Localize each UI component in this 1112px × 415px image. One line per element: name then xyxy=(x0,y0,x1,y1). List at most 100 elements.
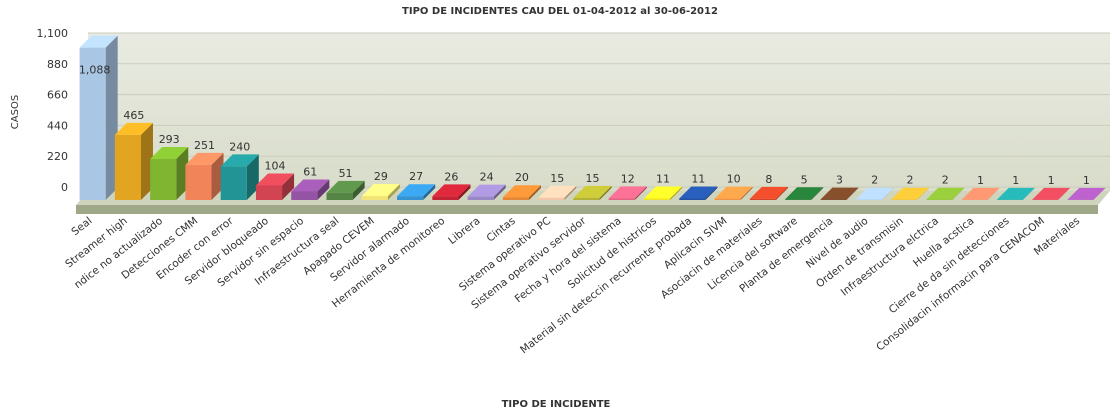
bar xyxy=(326,192,353,200)
value-label: 3 xyxy=(836,174,843,187)
value-label: 12 xyxy=(621,172,635,185)
bar-top xyxy=(538,185,577,198)
chart-title: TIPO DE INCIDENTES CAU DEL 01-04-2012 al… xyxy=(402,6,718,17)
bar-side xyxy=(352,180,365,200)
value-label: 26 xyxy=(444,170,458,183)
value-label: 11 xyxy=(656,172,670,185)
value-label: 2 xyxy=(871,174,878,187)
bar xyxy=(608,198,635,200)
x-tick-label: Seal xyxy=(69,215,94,238)
bar-side xyxy=(458,184,471,200)
bar xyxy=(185,164,212,200)
bar-side xyxy=(387,183,400,200)
floor-edge xyxy=(76,205,1098,214)
bar xyxy=(538,197,565,200)
y-axis-title: CASOS xyxy=(10,95,21,129)
bar-top xyxy=(926,187,965,200)
value-label: 5 xyxy=(801,173,808,186)
bar-side xyxy=(423,184,436,200)
bar xyxy=(255,185,283,200)
bar-side xyxy=(846,187,859,200)
value-label: 1 xyxy=(1012,174,1019,187)
bar-top xyxy=(820,187,859,200)
bar-top xyxy=(608,186,647,199)
bar-side xyxy=(176,146,189,200)
bar-side xyxy=(317,179,330,200)
bar-side xyxy=(246,154,259,200)
value-label: 10 xyxy=(727,173,741,186)
bar-side xyxy=(564,185,577,200)
bar-top xyxy=(1032,187,1071,200)
y-tick-label: 880 xyxy=(47,58,68,71)
bar-top xyxy=(467,184,506,197)
bar-side xyxy=(740,186,753,200)
bar xyxy=(502,197,530,200)
bar xyxy=(397,196,424,200)
bar-side xyxy=(282,173,295,200)
value-label: 15 xyxy=(550,172,564,185)
value-label: 293 xyxy=(159,133,180,146)
bar-top xyxy=(785,187,824,200)
bar-side xyxy=(493,184,506,200)
bar-top xyxy=(255,173,295,186)
value-label: 465 xyxy=(123,109,144,122)
value-label: 27 xyxy=(409,170,423,183)
bar-top xyxy=(397,184,436,197)
bar-top xyxy=(961,187,1000,200)
bar xyxy=(467,196,494,200)
bar-top xyxy=(220,154,259,167)
y-tick-label: 1,100 xyxy=(37,27,69,40)
x-axis-title: TIPO DE INCIDENTE xyxy=(502,399,611,410)
bar-top xyxy=(643,186,683,199)
x-tick-label: Librera xyxy=(446,215,482,247)
bar-side xyxy=(1058,187,1071,200)
bar-top xyxy=(291,179,330,192)
bar-side xyxy=(211,152,224,200)
bar-top xyxy=(361,183,400,196)
value-label: 1,088 xyxy=(79,64,111,77)
bar-side xyxy=(952,187,965,200)
value-label: 2 xyxy=(906,174,913,187)
bar xyxy=(749,198,776,200)
bar-top xyxy=(502,185,542,198)
value-label: 251 xyxy=(194,139,215,152)
value-label: 1 xyxy=(977,174,984,187)
bar-top xyxy=(679,186,718,199)
value-label: 24 xyxy=(480,171,494,184)
bar-side xyxy=(987,187,1000,200)
bar-top xyxy=(150,146,189,159)
value-label: 11 xyxy=(691,172,705,185)
bar-side xyxy=(529,185,542,200)
bar-top xyxy=(749,186,788,199)
value-label: 104 xyxy=(265,159,286,172)
bar-side xyxy=(917,187,930,200)
y-tick-label: 660 xyxy=(47,89,68,102)
bar-top xyxy=(714,186,753,199)
bar-top xyxy=(79,35,118,48)
bar xyxy=(79,47,106,201)
value-label: 61 xyxy=(303,165,317,178)
value-label: 240 xyxy=(229,140,250,153)
bar xyxy=(573,197,600,200)
bar xyxy=(220,166,247,200)
value-label: 51 xyxy=(339,167,353,180)
bar-top xyxy=(1067,187,1106,200)
bar-side xyxy=(705,186,718,200)
bar xyxy=(150,158,177,200)
bar-side xyxy=(775,186,788,200)
bar-side xyxy=(634,186,647,200)
bar-side xyxy=(599,185,612,200)
y-tick-label: 440 xyxy=(47,119,68,132)
bar-top xyxy=(573,185,612,198)
bar xyxy=(432,196,459,200)
bar-top xyxy=(326,180,365,193)
bar-side xyxy=(1093,187,1106,200)
y-tick-label: 220 xyxy=(47,150,68,163)
bar-side xyxy=(881,187,894,200)
value-label: 15 xyxy=(586,172,600,185)
bar xyxy=(291,191,318,200)
bar-top xyxy=(890,187,930,200)
bar xyxy=(714,198,741,200)
value-label: 29 xyxy=(374,170,388,183)
